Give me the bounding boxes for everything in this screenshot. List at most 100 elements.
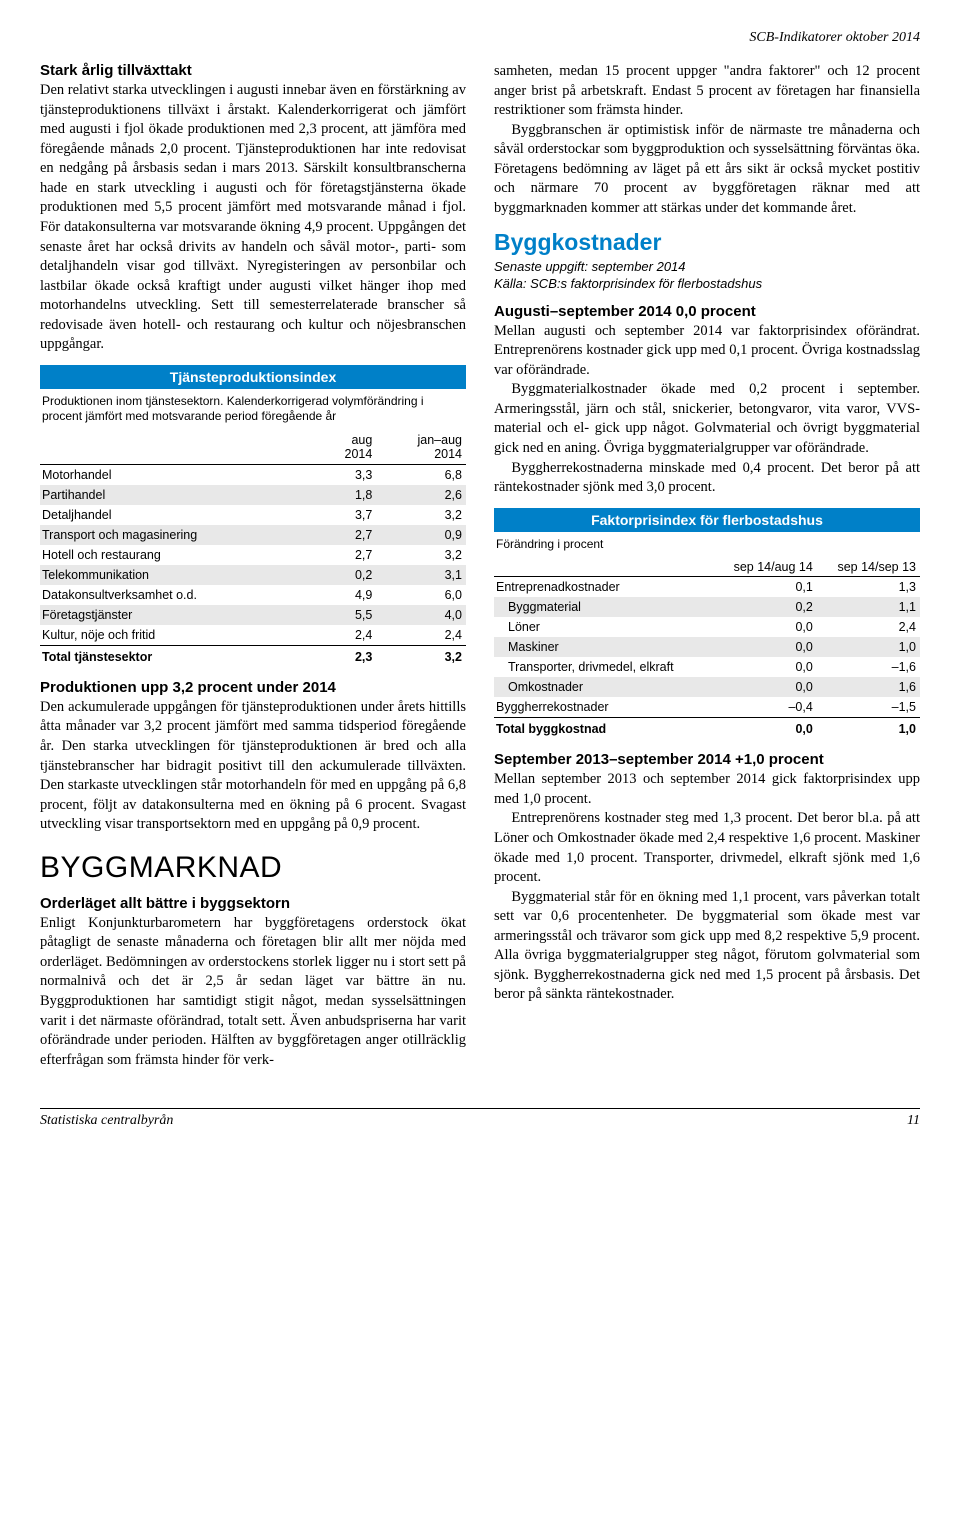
table-row: Maskiner0,01,0 — [494, 637, 920, 657]
table-row: Kultur, nöje och fritid2,42,4 — [40, 625, 466, 646]
table-row: Datakonsultverksamhet o.d.4,96,0 — [40, 585, 466, 605]
table-row: Telekommunikation0,23,1 — [40, 565, 466, 585]
table1-subtitle: Produktionen inom tjänstesektorn. Kalend… — [40, 389, 466, 431]
row-label: Entreprenadkostnader — [494, 577, 713, 598]
row-c1: 3,3 — [315, 464, 376, 485]
right-subhead-3: September 2013–september 2014 +1,0 proce… — [494, 751, 920, 768]
table-row: Omkostnader0,01,6 — [494, 677, 920, 697]
row-c1: 0,0 — [713, 677, 817, 697]
footer-page-number: 11 — [907, 1113, 920, 1129]
table-total-row: Total byggkostnad0,01,0 — [494, 718, 920, 740]
left-column: Stark årlig tillväxttakt Den relativt st… — [40, 62, 466, 1080]
total-c2: 3,2 — [376, 645, 466, 667]
table2-title: Faktorprisindex för flerbostadshus — [494, 508, 920, 532]
row-c1: 3,7 — [315, 505, 376, 525]
row-c2: 2,4 — [817, 617, 920, 637]
row-c2: 1,6 — [817, 677, 920, 697]
row-c1: 2,4 — [315, 625, 376, 646]
table-faktorprisindex: Faktorprisindex för flerbostadshus Förän… — [494, 508, 920, 740]
table-row: Entreprenadkostnader0,11,3 — [494, 577, 920, 598]
two-column-layout: Stark årlig tillväxttakt Den relativt st… — [40, 62, 920, 1080]
section-byggkostnader: Byggkostnader — [494, 229, 920, 256]
right-p3c: Byggmaterial står för en ökning med 1,1 … — [494, 888, 920, 1005]
table-tjansteproduktionsindex: Tjänsteproduktionsindex Produktionen ino… — [40, 365, 466, 667]
table-row: Transport och magasinering2,70,9 — [40, 525, 466, 545]
table-row: Hotell och restaurang2,73,2 — [40, 545, 466, 565]
table2-subtitle: Förändring i procent — [494, 532, 920, 559]
row-c1: 0,0 — [713, 637, 817, 657]
row-label: Telekommunikation — [40, 565, 315, 585]
row-c2: 0,9 — [376, 525, 466, 545]
table1-title: Tjänsteproduktionsindex — [40, 365, 466, 389]
row-c2: 1,1 — [817, 597, 920, 617]
left-para-2: Den ackumulerade uppgången för tjänstepr… — [40, 698, 466, 835]
t1-col2-bot: 2014 — [434, 447, 462, 461]
row-label: Omkostnader — [494, 677, 713, 697]
footer-left: Statistiska centralbyrån — [40, 1113, 173, 1129]
row-c1: –0,4 — [713, 697, 817, 718]
right-p3b: Entreprenörens kostnader steg med 1,3 pr… — [494, 809, 920, 887]
row-c1: 0,0 — [713, 617, 817, 637]
row-label: Transporter, drivmedel, elkraft — [494, 657, 713, 677]
row-c1: 0,1 — [713, 577, 817, 598]
row-label: Löner — [494, 617, 713, 637]
right-p1b: Byggbranschen är optimistisk inför de nä… — [494, 121, 920, 219]
row-c2: –1,6 — [817, 657, 920, 677]
table-row: Företagstjänster5,54,0 — [40, 605, 466, 625]
table-row: Detaljhandel3,73,2 — [40, 505, 466, 525]
total-c2: 1,0 — [817, 718, 920, 740]
t2-col2: sep 14/sep 13 — [817, 558, 920, 577]
section-byggmarknad: BYGGMARKNAD — [40, 851, 466, 885]
meta-line-2: Källa: SCB:s faktorprisindex för flerbos… — [494, 276, 762, 291]
right-p1a: samheten, medan 15 procent uppger "andra… — [494, 63, 920, 118]
right-p2c: Byggherrekostnaderna minskade med 0,4 pr… — [494, 459, 920, 498]
total-c1: 2,3 — [315, 645, 376, 667]
table-row: Partihandel1,82,6 — [40, 485, 466, 505]
row-c2: 2,4 — [376, 625, 466, 646]
right-p2a: Mellan augusti och september 2014 var fa… — [494, 323, 920, 378]
row-label: Partihandel — [40, 485, 315, 505]
total-c1: 0,0 — [713, 718, 817, 740]
table-row: Motorhandel3,36,8 — [40, 464, 466, 485]
row-c2: 3,2 — [376, 545, 466, 565]
row-label: Företagstjänster — [40, 605, 315, 625]
row-c1: 0,0 — [713, 657, 817, 677]
t2-col1: sep 14/aug 14 — [713, 558, 817, 577]
right-para-2: Mellan augusti och september 2014 var fa… — [494, 322, 920, 498]
total-label: Total tjänstesektor — [40, 645, 315, 667]
row-c2: 3,1 — [376, 565, 466, 585]
row-label: Kultur, nöje och fritid — [40, 625, 315, 646]
left-subhead-2: Produktionen upp 3,2 procent under 2014 — [40, 679, 466, 696]
t1-col2-top: jan–aug — [418, 433, 463, 447]
total-label: Total byggkostnad — [494, 718, 713, 740]
t1-col1-bot: 2014 — [345, 447, 373, 461]
row-label: Motorhandel — [40, 464, 315, 485]
left-para-1: Den relativt starka utvecklingen i augus… — [40, 81, 466, 355]
table-total-row: Total tjänstesektor2,33,2 — [40, 645, 466, 667]
row-c1: 0,2 — [315, 565, 376, 585]
left-subhead-1: Stark årlig tillväxttakt — [40, 62, 466, 79]
right-para-1: samheten, medan 15 procent uppger "andra… — [494, 62, 920, 219]
table-row: Transporter, drivmedel, elkraft0,0–1,6 — [494, 657, 920, 677]
meta-line-1: Senaste uppgift: september 2014 — [494, 259, 686, 274]
row-label: Transport och magasinering — [40, 525, 315, 545]
left-para-3: Enligt Konjunkturbarometern har byggföre… — [40, 914, 466, 1071]
right-p2b: Byggmaterialkostnader ökade med 0,2 proc… — [494, 380, 920, 458]
row-c2: 2,6 — [376, 485, 466, 505]
table-row: Löner0,02,4 — [494, 617, 920, 637]
row-c2: 6,0 — [376, 585, 466, 605]
page-header: SCB-Indikatorer oktober 2014 — [40, 30, 920, 46]
row-c2: 1,3 — [817, 577, 920, 598]
row-c1: 4,9 — [315, 585, 376, 605]
right-para-3: Mellan september 2013 och september 2014… — [494, 770, 920, 1005]
row-label: Byggmaterial — [494, 597, 713, 617]
row-label: Maskiner — [494, 637, 713, 657]
t1-col1-top: aug — [351, 433, 372, 447]
row-c2: 1,0 — [817, 637, 920, 657]
row-c1: 2,7 — [315, 525, 376, 545]
right-column: samheten, medan 15 procent uppger "andra… — [494, 62, 920, 1080]
section-meta: Senaste uppgift: september 2014 Källa: S… — [494, 258, 920, 293]
table1: aug2014 jan–aug2014 Motorhandel3,36,8Par… — [40, 431, 466, 667]
row-c2: –1,5 — [817, 697, 920, 718]
left-subhead-3: Orderläget allt bättre i byggsektorn — [40, 895, 466, 912]
